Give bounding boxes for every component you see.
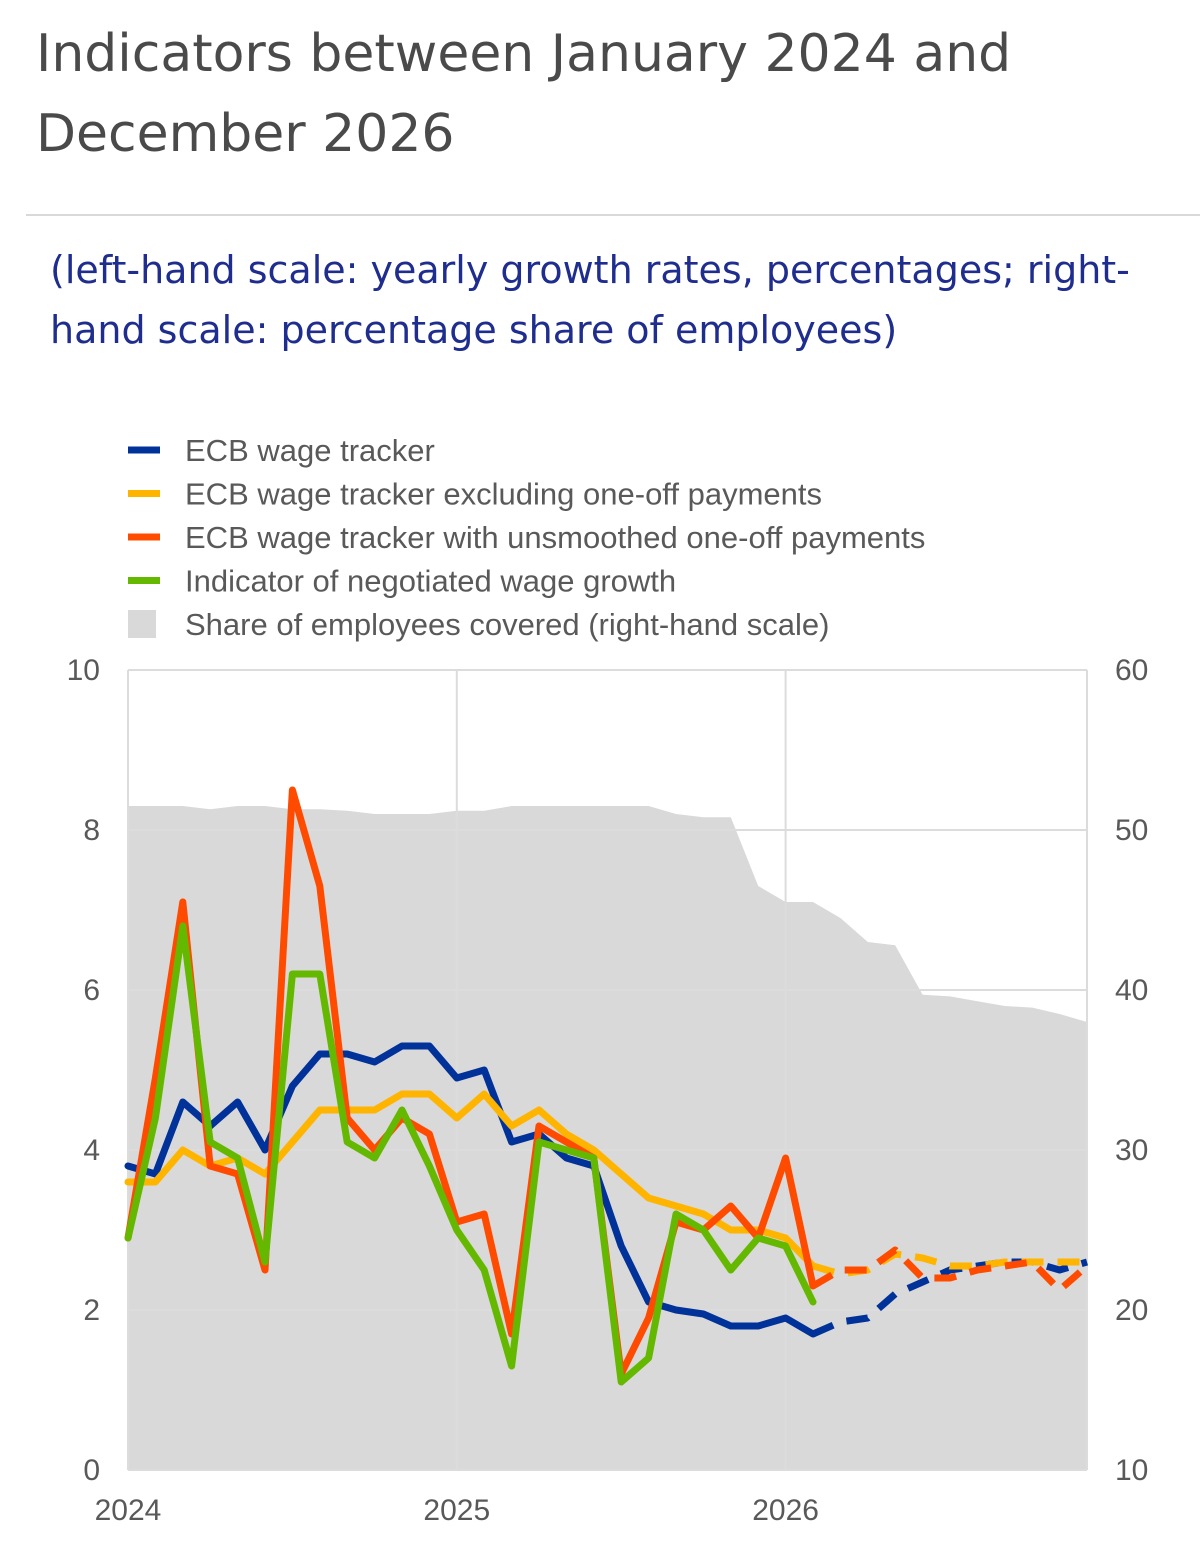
- axis-labels: 0 2 4 6 8 10 10 20 30 40 50 60 2024 2025 2026: [67, 654, 1149, 1527]
- right-axis-tick: 60: [1115, 654, 1148, 687]
- left-axis-tick: 4: [83, 1134, 100, 1167]
- chart-subtitle: (left-hand scale: yearly growth rates, p…: [50, 248, 1130, 352]
- left-axis-tick: 8: [83, 814, 100, 847]
- legend-swatch-area: [128, 610, 156, 638]
- chart-legend: ECB wage tracker ECB wage tracker excludi…: [128, 433, 925, 642]
- series-line-actual: [124, 1090, 817, 1270]
- x-axis-tick: 2025: [423, 1494, 490, 1527]
- x-axis-tick: 2026: [752, 1494, 819, 1527]
- right-axis-tick: 40: [1115, 974, 1148, 1007]
- chart-title: Indicators between January 2024 and Dece…: [36, 24, 1012, 164]
- series-line-actual: [124, 1042, 817, 1338]
- left-axis-tick: 10: [67, 654, 100, 687]
- series-indicator-of-negotiated-wage-growth: [124, 922, 817, 1386]
- coverage-area-layer: [128, 806, 1087, 1470]
- right-axis-tick: 20: [1115, 1294, 1148, 1327]
- left-axis-tick: 0: [83, 1454, 100, 1487]
- legend-label: Indicator of negotiated wage growth: [185, 564, 676, 599]
- series-line-forecast: [811, 1246, 1090, 1294]
- legend-label: ECB wage tracker with unsmoothed one-off…: [185, 520, 925, 555]
- right-axis-tick: 10: [1115, 1454, 1148, 1487]
- legend-label: ECB wage tracker: [185, 433, 435, 468]
- title-divider: [26, 214, 1200, 216]
- coverage-area: [128, 806, 1087, 1470]
- series-line-actual: [124, 922, 817, 1386]
- legend-label: ECB wage tracker excluding one-off payme…: [185, 477, 822, 512]
- legend-label: Share of employees covered (right-hand s…: [185, 607, 829, 642]
- series-ecb-wage-tracker: [124, 1042, 1088, 1338]
- right-axis-tick: 30: [1115, 1134, 1148, 1167]
- left-axis-tick: 6: [83, 974, 100, 1007]
- left-axis-tick: 2: [83, 1294, 100, 1327]
- x-axis-tick: 2024: [95, 1494, 162, 1527]
- series-lines: [124, 786, 1090, 1386]
- series-line-forecast: [811, 1258, 1088, 1338]
- right-axis-tick: 50: [1115, 814, 1148, 847]
